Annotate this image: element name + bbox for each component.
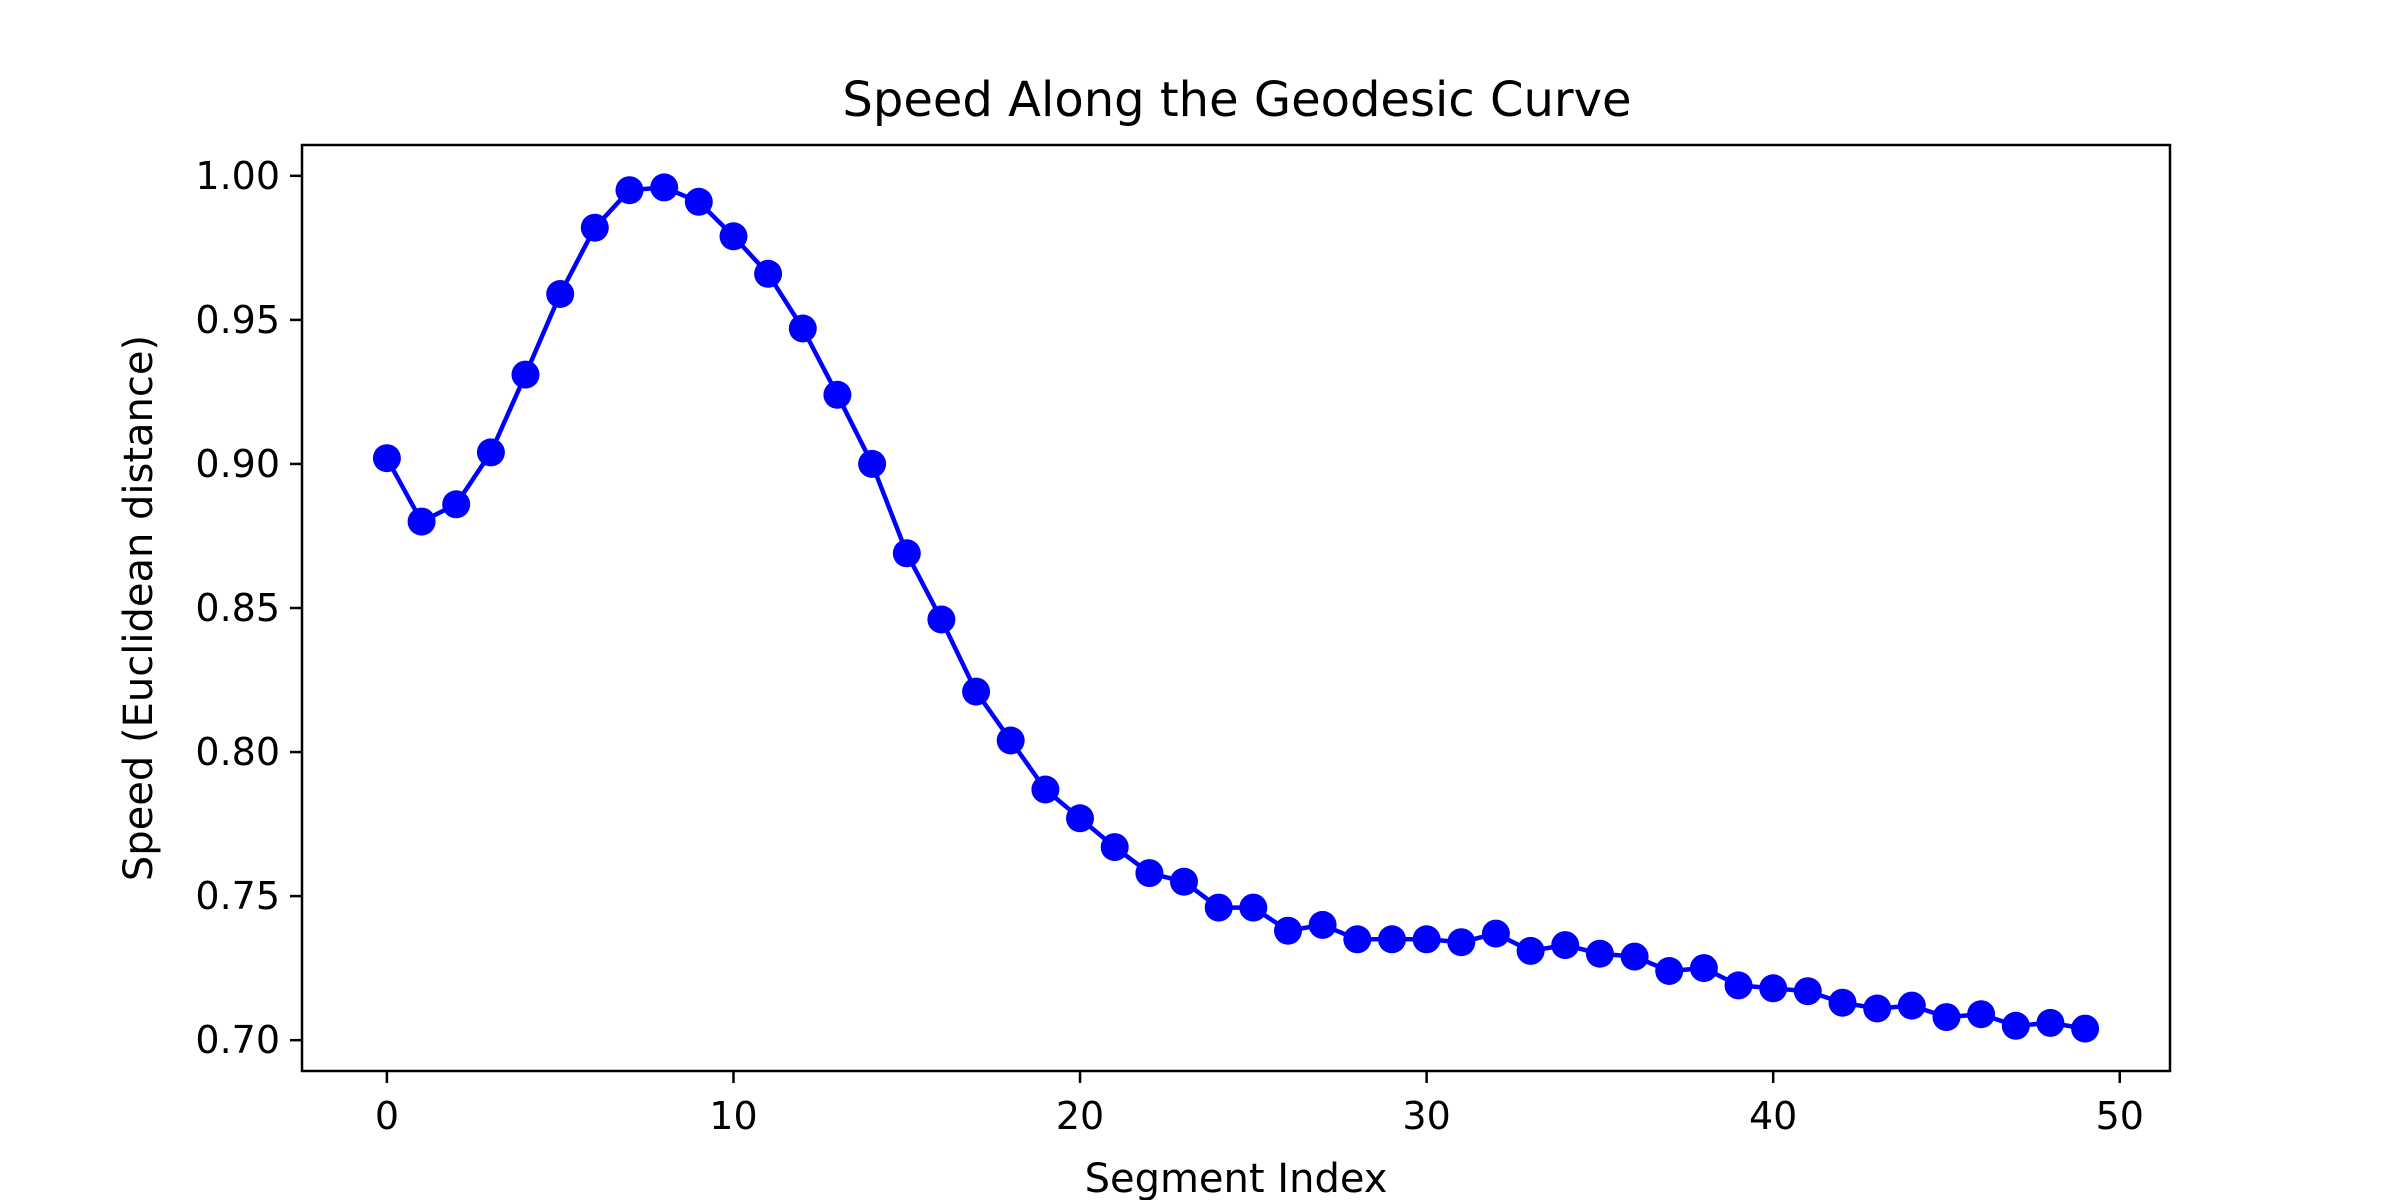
data-point	[892, 539, 921, 568]
data-point	[1585, 939, 1614, 968]
data-point	[1689, 954, 1718, 983]
data-point	[927, 605, 956, 634]
data-point	[2001, 1011, 2030, 1040]
data-point	[996, 726, 1025, 755]
data-point	[476, 438, 505, 467]
data-point	[1239, 893, 1268, 922]
data-point	[580, 213, 609, 242]
data-point	[511, 360, 540, 389]
data-point	[1967, 1000, 1996, 1029]
data-point	[684, 187, 713, 216]
plot-area	[300, 143, 2172, 1073]
data-point	[1378, 925, 1406, 954]
data-point	[858, 449, 887, 478]
data-point	[1863, 994, 1892, 1023]
data-point	[1516, 936, 1545, 965]
data-point	[1828, 988, 1857, 1017]
data-point	[1620, 942, 1649, 971]
data-point	[1759, 974, 1788, 1003]
y-axis-label: Speed (Euclidean distance)	[116, 335, 162, 881]
plot-frame	[300, 143, 2172, 1073]
data-point	[1412, 925, 1441, 954]
data-point	[1655, 957, 1684, 985]
data-point	[1135, 859, 1164, 888]
data-point	[1724, 971, 1753, 1000]
y-tick-label: 0.80	[195, 730, 280, 774]
data-point	[442, 490, 471, 519]
data-point	[1932, 1003, 1961, 1032]
y-tick-label: 0.85	[195, 586, 280, 630]
data-point	[1274, 916, 1302, 945]
data-point	[2036, 1008, 2065, 1037]
data-point	[650, 173, 679, 202]
series-points	[372, 173, 2100, 1043]
data-point	[823, 380, 852, 409]
data-point	[372, 444, 401, 473]
data-point	[1170, 867, 1198, 896]
data-point	[1204, 893, 1233, 922]
y-tick-label: 0.70	[195, 1018, 280, 1062]
x-axis: 0 10 20 30 40 50	[375, 1071, 2144, 1138]
data-point	[546, 280, 575, 308]
data-point	[719, 222, 748, 251]
x-tick-label: 0	[375, 1094, 399, 1138]
x-tick-label: 10	[709, 1094, 757, 1138]
x-tick-label: 40	[1749, 1094, 1797, 1138]
data-point	[1481, 919, 1510, 948]
y-tick-label: 0.75	[195, 874, 280, 918]
data-point	[615, 176, 644, 205]
y-tick-label: 0.90	[195, 442, 280, 486]
data-point	[1031, 775, 1060, 804]
y-tick-label: 1.00	[195, 154, 280, 198]
series-line	[384, 185, 2086, 1031]
data-point	[407, 507, 436, 536]
data-point	[1066, 804, 1094, 833]
chart-title: Speed Along the Geodesic Curve	[842, 72, 1631, 128]
x-tick-label: 50	[2096, 1094, 2144, 1138]
data-point	[1308, 910, 1337, 939]
data-point	[962, 677, 991, 706]
y-tick-label: 0.95	[195, 298, 280, 342]
data-point	[788, 314, 817, 343]
x-tick-label: 30	[1402, 1094, 1450, 1138]
data-point	[1447, 928, 1476, 957]
x-axis-label: Segment Index	[1085, 1156, 1388, 1200]
data-point	[2071, 1014, 2100, 1043]
data-point	[1551, 931, 1580, 960]
data-point	[1343, 925, 1372, 954]
data-point	[1897, 991, 1926, 1020]
data-point	[1100, 833, 1129, 862]
data-point	[754, 259, 783, 288]
y-axis: 0.70 0.75 0.80 0.85 0.90 0.95 1.00	[195, 154, 302, 1062]
x-tick-label: 20	[1056, 1094, 1104, 1138]
data-point	[1793, 977, 1822, 1006]
